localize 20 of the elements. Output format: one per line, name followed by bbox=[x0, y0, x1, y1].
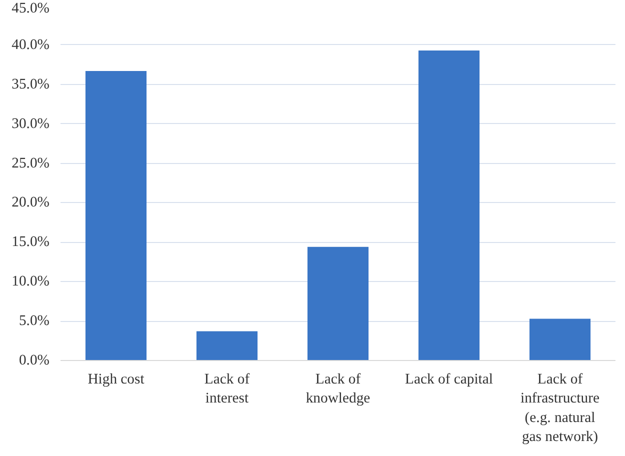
bar bbox=[529, 318, 591, 360]
y-tick-label: 45.0% bbox=[12, 0, 50, 16]
y-tick-label: 15.0% bbox=[12, 234, 50, 250]
x-tick-label: Lack of capital bbox=[405, 372, 493, 388]
x-tick-label: Lack of infrastructure (e.g. natural gas network) bbox=[520, 372, 600, 446]
y-tick-label: 40.0% bbox=[12, 36, 50, 53]
y-tick-label: 35.0% bbox=[12, 76, 50, 92]
y-tick-label: 0.0% bbox=[18, 352, 50, 368]
x-tick-label: Lack of knowledge bbox=[306, 372, 370, 407]
y-tick-label: 10.0% bbox=[12, 274, 50, 290]
y-tick-label: 30.0% bbox=[12, 116, 50, 132]
y-tick-label: 20.0% bbox=[12, 194, 50, 211]
x-tick-label: Lack of interest bbox=[204, 372, 250, 407]
bar bbox=[307, 246, 369, 360]
bar bbox=[196, 331, 258, 360]
bar bbox=[85, 70, 147, 360]
x-tick-label: High cost bbox=[88, 372, 144, 388]
y-tick-label: 5.0% bbox=[18, 313, 50, 330]
y-tick-label: 25.0% bbox=[12, 155, 50, 172]
bar bbox=[418, 50, 480, 360]
